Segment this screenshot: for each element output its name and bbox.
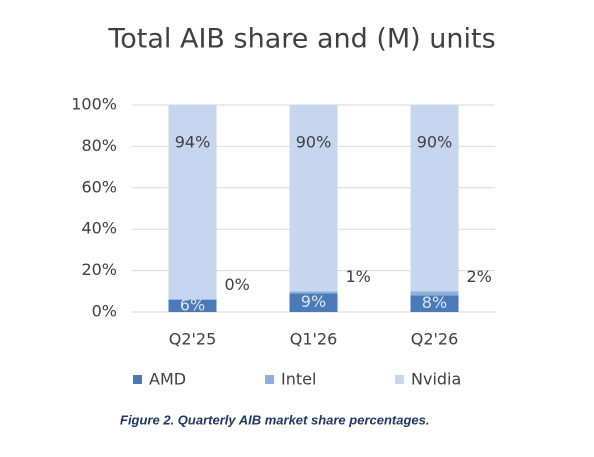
bar-segment — [289, 293, 338, 312]
data-label: 6% — [180, 295, 205, 314]
y-tick-label: 40% — [81, 219, 117, 238]
y-tick-label: 60% — [81, 177, 117, 196]
y-tick-label: 20% — [81, 260, 117, 279]
bar-segment — [410, 295, 459, 312]
chart-title: Total AIB share and (M) units — [107, 24, 495, 55]
bar-segment — [410, 291, 459, 296]
x-tick-label: Q1'26 — [290, 330, 338, 349]
bar-segment — [168, 105, 217, 300]
x-tick-label: Q2'26 — [411, 330, 459, 349]
bar-segment — [289, 291, 338, 294]
y-tick-label: 0% — [92, 302, 117, 321]
data-label: 1% — [346, 267, 371, 286]
data-label: 2% — [467, 267, 492, 286]
data-label: 8% — [422, 293, 447, 312]
data-label: 90% — [296, 133, 332, 152]
x-tick-label: Q2'25 — [169, 330, 217, 349]
data-label: 9% — [301, 292, 326, 311]
data-label: 0% — [225, 275, 250, 294]
legend-label: Nvidia — [411, 370, 461, 389]
y-tick-label: 80% — [81, 136, 117, 155]
caption: Figure 2. Quarterly AIB market share per… — [120, 412, 429, 427]
legend-swatch — [133, 375, 142, 384]
legend-swatch — [265, 375, 274, 384]
data-label: 90% — [417, 133, 453, 152]
data-label: 94% — [175, 133, 211, 152]
y-tick-label: 100% — [71, 95, 117, 114]
bar-segment — [168, 299, 217, 312]
bar-segment — [410, 105, 459, 292]
bar-segment — [289, 105, 338, 292]
legend-label: AMD — [149, 370, 186, 389]
legend-label: Intel — [281, 370, 316, 389]
legend-swatch — [395, 375, 404, 384]
